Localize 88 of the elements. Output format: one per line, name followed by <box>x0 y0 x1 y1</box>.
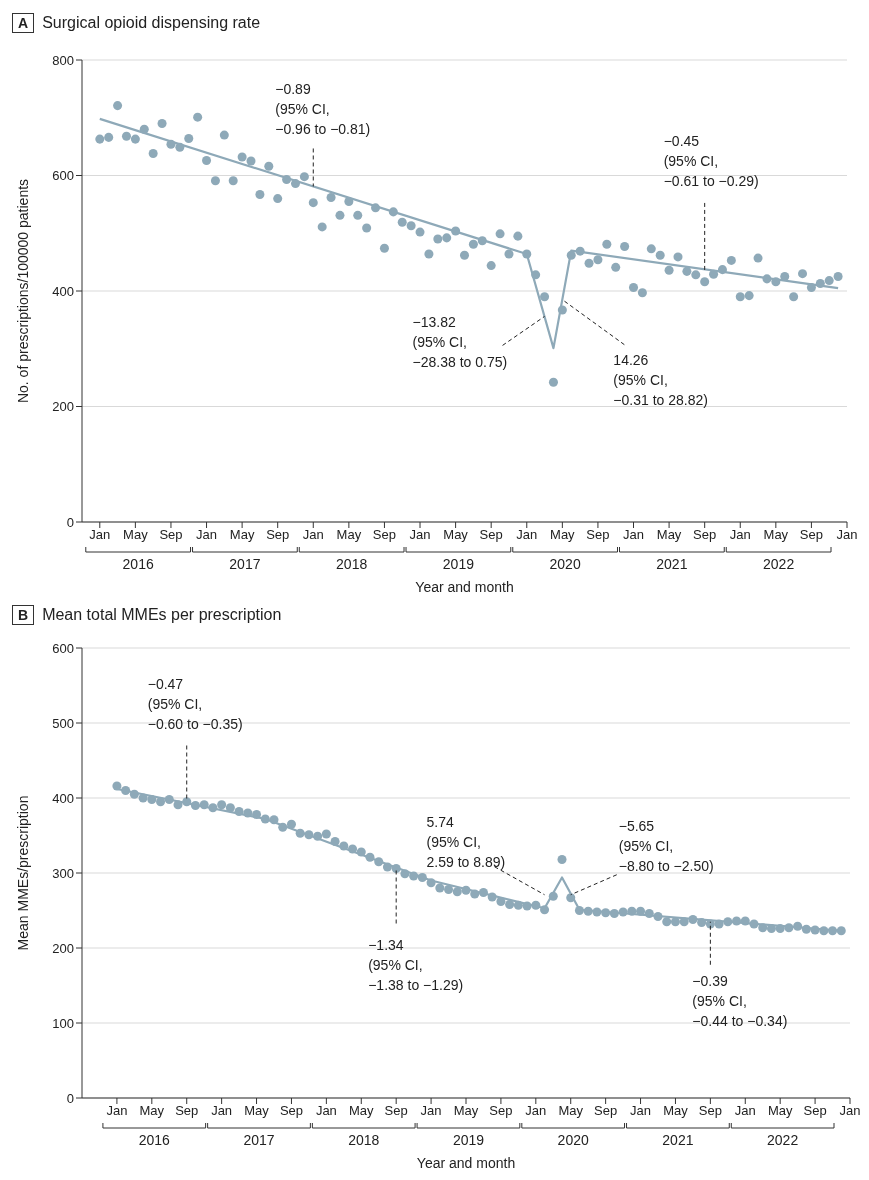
x-tick-label: May <box>550 527 576 543</box>
x-tick-label: May <box>123 527 149 543</box>
text: 2022 <box>763 556 795 572</box>
x-tick-label: May <box>453 1103 479 1119</box>
x-tick-label: May <box>558 1103 584 1119</box>
x-tick-label: Sep <box>799 527 823 543</box>
line-series <box>98 117 840 350</box>
text: 2021 <box>656 556 688 572</box>
x-tick-label: May <box>656 527 682 543</box>
text: 2018 <box>336 556 368 572</box>
x-tick-label: Jan <box>525 1103 547 1119</box>
x-tick-label: May <box>663 1103 689 1119</box>
x-tick-label: Jan <box>315 1103 337 1119</box>
y-tick-label: 500 <box>52 715 74 731</box>
x-tick-label: May <box>443 527 469 543</box>
annotation: −0.45 (95% CI, −0.61 to −0.29) <box>663 132 759 189</box>
x-tick-label: Sep <box>159 527 183 543</box>
y-tick-label: 400 <box>52 790 74 806</box>
x-tick-label: Jan <box>630 1103 652 1119</box>
chart-title: Surgical opioid dispensing rate <box>42 14 261 32</box>
x-tick-label: Sep <box>372 527 397 543</box>
text: 2016 <box>122 556 154 572</box>
annotation: −0.39 (95% CI, −0.44 to −0.34) <box>692 972 788 1029</box>
text: 2017 <box>229 556 261 572</box>
x-tick-label: May <box>348 1103 375 1119</box>
text: 2020 <box>557 1132 589 1148</box>
x-tick-label: Jan <box>196 527 218 543</box>
y-axis-title: No. of prescriptions/100000 patients <box>14 178 31 404</box>
x-tick-label: Jan <box>836 527 858 543</box>
x-tick-label: May <box>229 527 255 543</box>
x-tick-label: Jan <box>623 527 644 543</box>
x-tick-label: Jan <box>516 527 538 543</box>
text: 2016 <box>138 1132 171 1148</box>
annotation: −0.47 (95% CI, −0.60 to −0.35) <box>147 675 243 732</box>
x-tick-label: Sep <box>693 527 717 543</box>
annotation: 14.26 (95% CI, −0.31 to 28.82) <box>613 351 708 408</box>
x-tick-label: Jan <box>839 1103 861 1119</box>
chart-title: Mean total MMEs per prescription <box>42 606 282 624</box>
annotation: 5.74 (95% CI, 2.59 to 8.89) <box>426 813 506 870</box>
y-axis-title: Mean MMEs/prescription <box>14 795 31 951</box>
text: 2021 <box>662 1132 694 1148</box>
x-tick-label: May <box>763 527 789 543</box>
x-tick-label: Sep <box>489 1103 513 1119</box>
text: B <box>12 605 35 625</box>
y-tick-label: 100 <box>52 1015 74 1031</box>
text: 2022 <box>767 1132 799 1148</box>
y-tick-label: 300 <box>52 865 74 881</box>
x-tick-label: Sep <box>586 527 610 543</box>
y-tick-label: 200 <box>52 940 74 956</box>
x-tick-label: Sep <box>384 1103 408 1119</box>
x-tick-label: May <box>336 527 362 543</box>
y-tick-label: 600 <box>52 640 74 656</box>
x-tick-label: Sep <box>266 527 290 543</box>
y-tick-label: 0 <box>66 514 74 530</box>
text: 2019 <box>442 556 475 572</box>
y-tick-label: 600 <box>52 168 74 184</box>
text: A <box>12 13 35 33</box>
x-axis-title: Year and month <box>416 1155 516 1171</box>
x-tick-label: Sep <box>479 527 503 543</box>
annotation: −13.82 (95% CI, −28.38 to 0.75) <box>412 314 508 371</box>
x-tick-label: Jan <box>89 527 111 543</box>
text: 2018 <box>348 1132 380 1148</box>
y-tick-label: 400 <box>52 283 74 299</box>
y-tick-label: 200 <box>52 399 74 415</box>
annotation: −0.89 (95% CI, −0.96 to −0.81) <box>275 81 371 138</box>
x-tick-label: Jan <box>106 1103 128 1119</box>
y-tick-label: 800 <box>52 52 74 68</box>
x-tick-label: May <box>139 1103 165 1119</box>
x-tick-label: Jan <box>420 1103 442 1119</box>
x-tick-label: Sep <box>698 1103 722 1119</box>
x-tick-label: Jan <box>211 1103 233 1119</box>
x-tick-label: Sep <box>594 1103 618 1119</box>
x-tick-label: Sep <box>175 1103 199 1119</box>
x-tick-label: Sep <box>803 1103 827 1119</box>
x-tick-label: May <box>244 1103 270 1119</box>
x-tick-label: Jan <box>302 527 324 543</box>
annotation: −1.34 (95% CI, −1.38 to −1.29) <box>368 936 464 993</box>
annotation: −5.65 (95% CI, −8.80 to −2.50) <box>618 817 714 874</box>
text: 2017 <box>243 1132 275 1148</box>
x-tick-label: Sep <box>279 1103 304 1119</box>
x-tick-label: Jan <box>734 1103 756 1119</box>
text: 2019 <box>452 1132 485 1148</box>
text: 2020 <box>549 556 581 572</box>
x-tick-label: May <box>767 1103 793 1119</box>
x-tick-label: Jan <box>729 527 751 543</box>
x-tick-label: Jan <box>409 527 431 543</box>
y-tick-label: 0 <box>66 1090 74 1106</box>
x-axis-title: Year and month <box>415 579 514 595</box>
